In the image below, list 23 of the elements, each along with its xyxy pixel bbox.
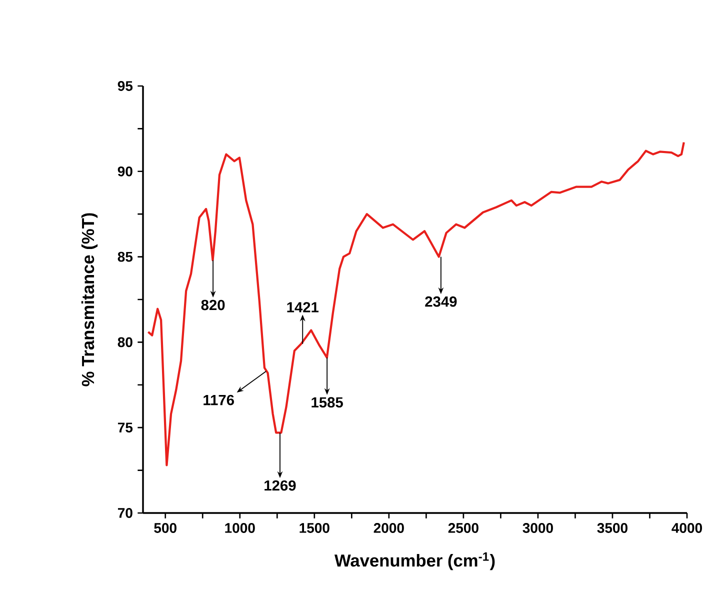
x-tick-label: 2500 [448, 523, 478, 533]
x-tick-label: 4000 [672, 523, 702, 533]
y-tick-label: 95 [118, 81, 133, 91]
x-tick-label: 1500 [300, 523, 330, 533]
x-tick-label: 2000 [374, 523, 404, 533]
x-tick-label: 1000 [225, 523, 255, 533]
annotation: 1585 [312, 397, 343, 408]
annotation: 1421 [287, 302, 319, 312]
x-tick-label: 500 [154, 523, 176, 533]
annotation: 1269 [264, 480, 296, 491]
y-tick-label: 80 [118, 337, 132, 348]
y-tick-label: 75 [118, 422, 133, 432]
line-series [147, 141, 685, 466]
y-tick-label: 70 [118, 508, 132, 518]
annotation: 1176 [204, 394, 234, 406]
x-axis-title: Wavenumber (cm$^{-1}$) [334, 552, 495, 570]
y-tick-label: 90 [118, 166, 132, 176]
y-axis-title: % Transmitance (%T) [81, 213, 98, 386]
x-tick-label: 3500 [597, 523, 628, 533]
x-tick-label: 3000 [522, 523, 553, 533]
annotation: 2349 [425, 296, 457, 307]
y-tick-label: 85 [118, 252, 133, 262]
annotation: 820 [201, 300, 225, 310]
